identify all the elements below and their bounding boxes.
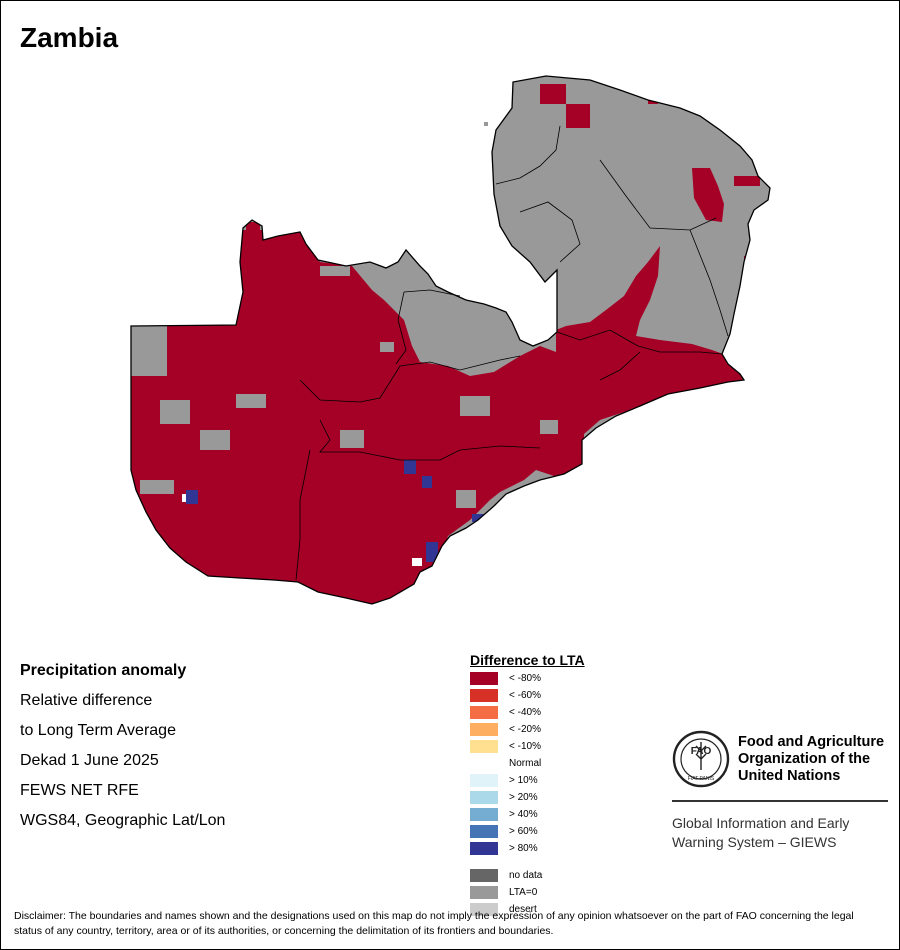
fao-logo-icon: FAO FIAT PANIS (672, 730, 730, 788)
legend-swatch (470, 672, 498, 685)
wet-anomaly-patch (404, 460, 416, 474)
info-period: Dekad 1 June 2025 (20, 752, 159, 769)
legend-label: < -60% (509, 690, 541, 701)
legend-label: > 80% (509, 843, 538, 854)
legend-extra: no data LTA=0 desert (470, 868, 585, 919)
legend-swatch (470, 825, 498, 838)
disclaimer: Disclaimer: The boundaries and names sho… (14, 910, 854, 937)
lake-marker (484, 122, 488, 126)
dry-anomaly-region-west (131, 230, 760, 604)
legend-swatch (470, 886, 498, 899)
province-boundaries (295, 125, 729, 581)
legend-item: Normal (470, 756, 585, 773)
legend-swatch (470, 689, 498, 702)
fao-logo-motto: FIAT PANIS (688, 776, 715, 782)
legend-item: > 80% (470, 841, 585, 858)
legend-label: < -10% (509, 741, 541, 752)
fao-logo-text: FAO (691, 746, 712, 757)
legend-item: < -80% (470, 671, 585, 688)
lta-zero-area (131, 76, 770, 604)
wet-anomaly-patch (472, 514, 486, 522)
giews-name: Global Information and Early Warning Sys… (672, 814, 849, 852)
giews-line1: Global Information and Early (672, 815, 850, 831)
gray-patch (340, 430, 364, 448)
legend-item: < -60% (470, 688, 585, 705)
legend-swatch (470, 740, 498, 753)
dry-anomaly-patch (246, 222, 260, 234)
legend-item: > 20% (470, 790, 585, 807)
map-title: Zambia (20, 22, 119, 53)
legend-label: Normal (509, 758, 542, 769)
legend-label: < -40% (509, 707, 541, 718)
gray-patch (236, 394, 266, 408)
legend: Difference to LTA < -80% < -60% < -40% < -2… (470, 652, 585, 919)
fao-name-line2: Organization of the (738, 751, 871, 767)
fao-name: Food and Agriculture Organization of the… (738, 734, 884, 785)
legend-label: > 20% (509, 792, 538, 803)
gray-patch (200, 430, 230, 450)
legend-label: no data (509, 870, 543, 881)
legend-swatch (470, 903, 498, 916)
fao-divider (672, 800, 888, 802)
normal-patch (182, 494, 186, 502)
legend-label: > 60% (509, 826, 538, 837)
legend-label: desert (509, 904, 537, 915)
map-info: Precipitation anomaly Relative differenc… (20, 656, 225, 836)
legend-item: < -20% (470, 722, 585, 739)
gray-patch (140, 480, 174, 494)
legend-label: > 10% (509, 775, 538, 786)
dry-anomaly-patch (540, 84, 566, 104)
legend-item: > 60% (470, 824, 585, 841)
info-projection: WGS84, Geographic Lat/Lon (20, 812, 226, 829)
info-line1: Relative difference (20, 692, 153, 709)
gray-patch (460, 396, 490, 416)
legend-swatch (470, 808, 498, 821)
gray-patch (540, 420, 558, 434)
gray-patch (320, 266, 350, 276)
legend-item: < -10% (470, 739, 585, 756)
legend-swatch (470, 774, 498, 787)
anomaly-raster (131, 76, 770, 604)
wet-anomaly-patch (426, 542, 438, 562)
dry-anomaly-patch (566, 104, 590, 128)
legend-item: > 10% (470, 773, 585, 790)
legend-label: < -20% (509, 724, 541, 735)
wet-anomaly-patch (186, 490, 198, 504)
fao-name-line3: United Nations (738, 768, 841, 784)
gray-patch (131, 326, 167, 376)
info-heading: Precipitation anomaly (20, 662, 187, 679)
dry-anomaly-northeast (692, 168, 724, 222)
dry-anomaly-patch (734, 176, 760, 186)
legend-item: desert (470, 902, 585, 919)
legend-label: < -80% (509, 673, 541, 684)
info-line2: to Long Term Average (20, 722, 176, 739)
legend-swatch (470, 869, 498, 882)
legend-swatch (470, 723, 498, 736)
legend-swatch (470, 842, 498, 855)
legend-item: < -40% (470, 705, 585, 722)
dry-anomaly-patch (650, 364, 676, 388)
zambia-map (130, 75, 771, 605)
legend-item: LTA=0 (470, 885, 585, 902)
legend-title: Difference to LTA (470, 652, 585, 668)
legend-classes: < -80% < -60% < -40% < -20% < -10% Normal > 10… (470, 671, 585, 858)
legend-label: > 40% (509, 809, 538, 820)
giews-line2: Warning System – GIEWS (672, 834, 837, 850)
info-source: FEWS NET RFE (20, 782, 139, 799)
wet-anomaly-patch (422, 476, 432, 488)
fao-name-line1: Food and Agriculture (738, 734, 885, 750)
legend-item: > 40% (470, 807, 585, 824)
normal-patch (412, 558, 422, 566)
gray-patch (380, 342, 394, 352)
legend-swatch (470, 791, 498, 804)
legend-label: LTA=0 (509, 887, 538, 898)
legend-swatch (470, 706, 498, 719)
legend-item: no data (470, 868, 585, 885)
gray-patch (456, 490, 476, 508)
gray-patch (160, 400, 190, 424)
